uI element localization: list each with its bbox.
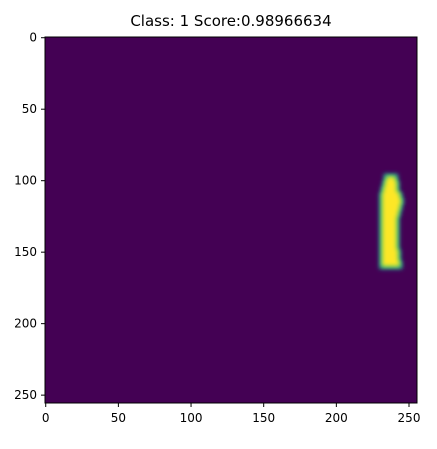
plot-frame <box>44 36 418 404</box>
mask-row <box>382 249 398 257</box>
y-tick-label: 200 <box>14 317 37 331</box>
mask-row <box>382 255 398 262</box>
mask-row <box>382 215 397 222</box>
x-tick-label: 0 <box>42 411 50 425</box>
mask-row <box>382 209 398 217</box>
y-tick-label: 150 <box>14 245 37 259</box>
mask-core <box>382 177 401 266</box>
mask-row <box>382 220 397 228</box>
mask-row <box>382 226 397 234</box>
mask-row <box>382 203 400 211</box>
mask-row <box>385 180 397 188</box>
y-tick-label: 100 <box>14 174 37 188</box>
mask-row <box>384 186 397 194</box>
mask-row <box>382 238 397 245</box>
mask-row <box>382 260 400 266</box>
mask-row <box>382 243 397 251</box>
x-tick-label: 50 <box>111 411 126 425</box>
chart-title: Class: 1 Score:0.98966634 <box>130 12 331 30</box>
mask-row <box>382 232 397 240</box>
x-tick-label: 100 <box>180 411 203 425</box>
mask-row <box>387 177 395 182</box>
x-tick-label: 200 <box>325 411 348 425</box>
x-axis: 0 50 100 150 200 250 <box>42 403 421 425</box>
x-tick-label: 250 <box>398 411 421 425</box>
x-tick-label: 150 <box>252 411 275 425</box>
y-axis: 0 50 100 150 200 250 <box>14 31 45 402</box>
mask-row <box>382 192 400 200</box>
mask-row <box>382 198 401 205</box>
heatmap-background <box>45 37 417 403</box>
y-tick-label: 50 <box>22 102 37 116</box>
mask-region <box>379 173 404 270</box>
y-tick-label: 250 <box>14 388 37 402</box>
y-tick-label: 0 <box>29 31 37 45</box>
